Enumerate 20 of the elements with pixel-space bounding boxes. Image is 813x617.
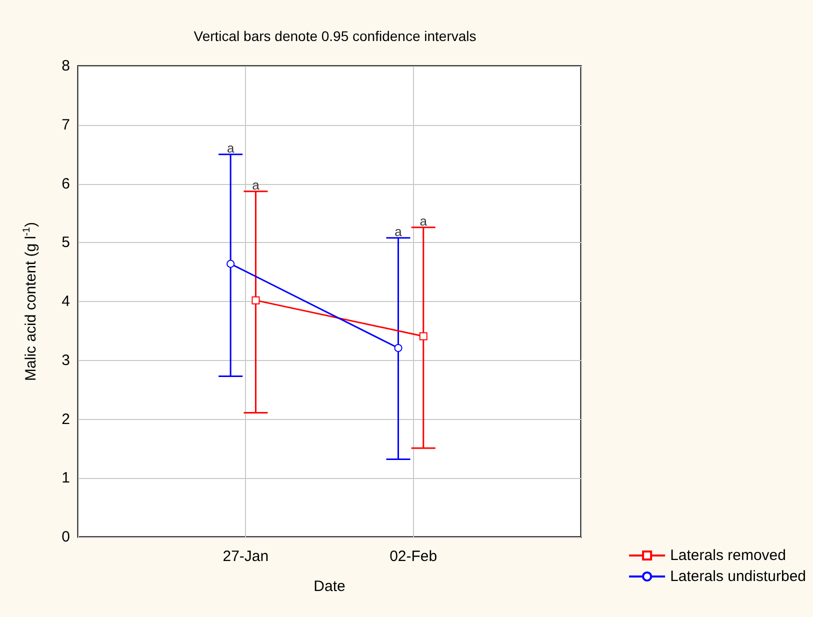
x-tick-label: 02-Feb [390,548,438,565]
y-tick-label: 8 [62,58,70,74]
y-tick-label: 2 [62,410,70,428]
legend-label: Laterals undisturbed [670,568,806,585]
x-axis-title: Date [314,578,346,595]
legend-label: Laterals removed [670,547,786,564]
chart-title: Vertical bars denote 0.95 confidence intervals [194,28,476,44]
y-tick-label: 7 [62,116,70,134]
annotation: a [226,140,235,156]
y-tick-label: 6 [62,175,70,192]
annotation: a [394,224,403,239]
y-tick-label: 1 [62,470,70,487]
annotation: a [252,177,260,192]
x-tick-label: 27-Jan [222,548,269,565]
y-tick-label: 0 [62,528,70,546]
y-tick-label: 5 [62,234,70,252]
y-tick-label: 3 [62,352,70,369]
annotation: a [420,213,428,228]
y-tick-label: 4 [62,293,70,310]
y-axis-title: Malic acid content (g l-1) [22,222,40,381]
